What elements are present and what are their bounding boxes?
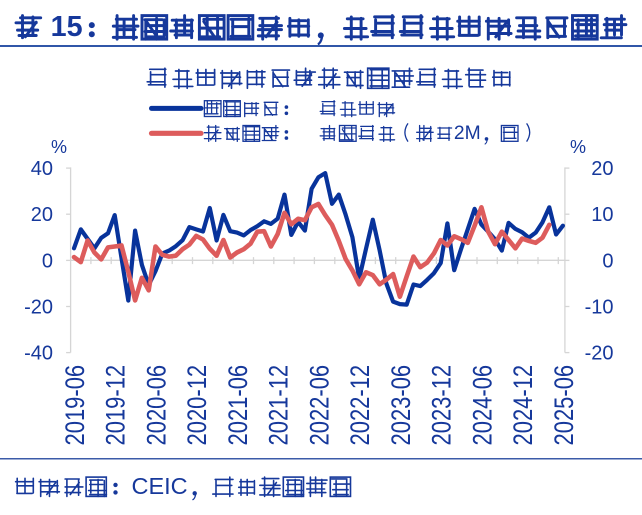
svg-text:2025-06: 2025-06 [550, 365, 580, 446]
svg-text:-20: -20 [24, 297, 53, 319]
svg-text:2020-12: 2020-12 [183, 365, 213, 446]
svg-text:%: % [51, 137, 67, 157]
svg-text:2022-12: 2022-12 [346, 365, 376, 446]
svg-text:2021-12: 2021-12 [265, 365, 295, 446]
svg-text:15: 15 [43, 11, 83, 43]
svg-text:-40: -40 [24, 343, 53, 365]
svg-text:40: 40 [31, 158, 53, 180]
svg-text:2023-06: 2023-06 [387, 365, 417, 446]
svg-text:2020-06: 2020-06 [142, 365, 172, 446]
svg-text:0: 0 [42, 250, 53, 272]
svg-text:2M: 2M [454, 123, 481, 144]
svg-text:-20: -20 [585, 343, 614, 365]
svg-text:2022-06: 2022-06 [305, 365, 335, 446]
svg-text:2024-06: 2024-06 [468, 365, 498, 446]
svg-text:CEIC: CEIC [132, 473, 188, 499]
svg-text:0: 0 [602, 250, 613, 272]
svg-text:2024-12: 2024-12 [509, 365, 539, 446]
svg-text:10: 10 [591, 204, 613, 226]
svg-text:2021-06: 2021-06 [224, 365, 254, 446]
svg-text:2019-06: 2019-06 [61, 365, 91, 446]
svg-text:20: 20 [591, 158, 613, 180]
svg-text:2023-12: 2023-12 [428, 365, 458, 446]
svg-text:-10: -10 [585, 297, 614, 319]
svg-text:20: 20 [31, 204, 53, 226]
svg-text:2019-12: 2019-12 [102, 365, 132, 446]
svg-text:%: % [570, 137, 586, 157]
